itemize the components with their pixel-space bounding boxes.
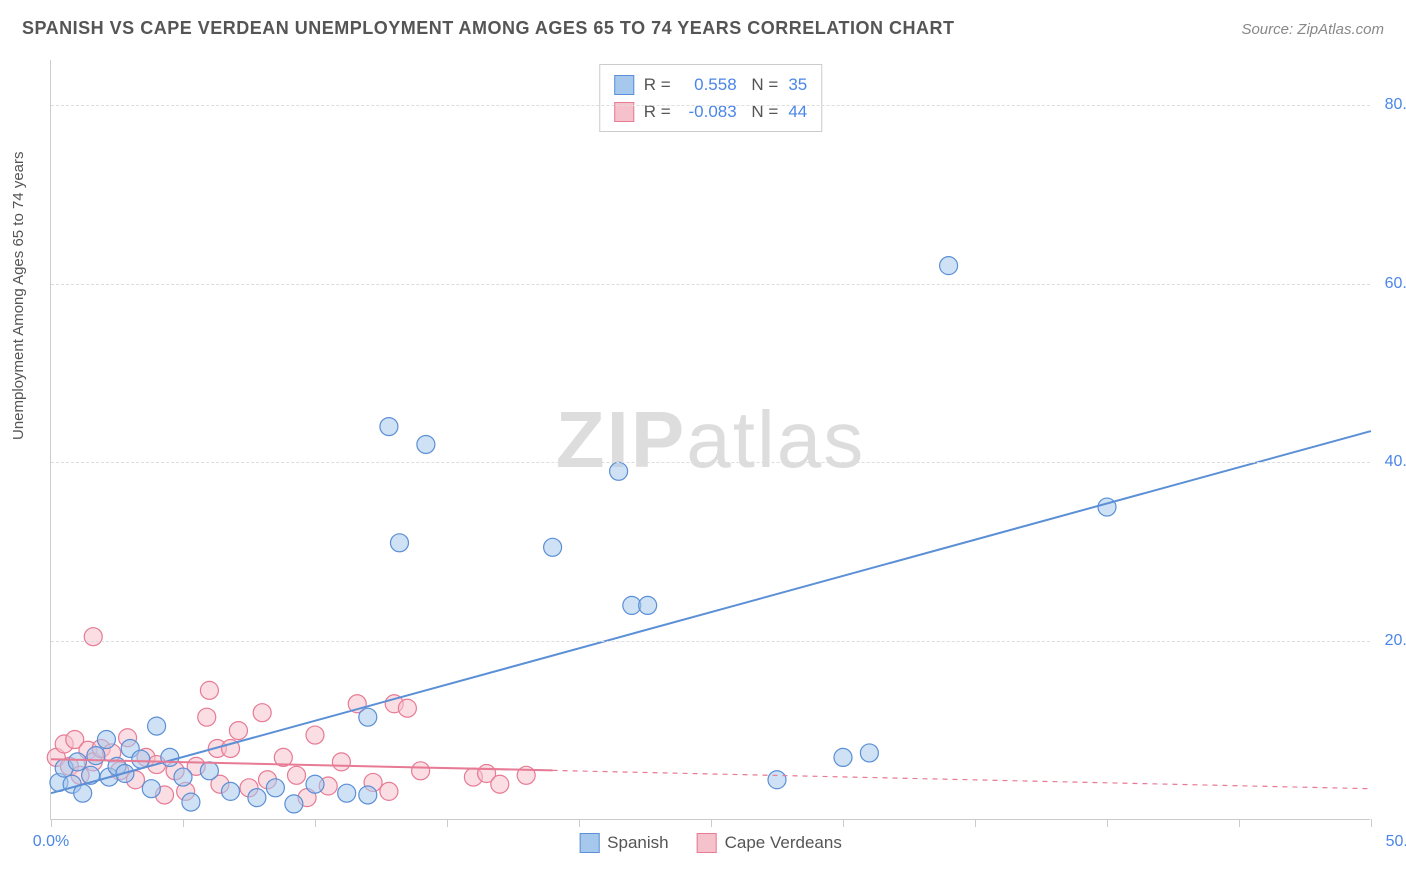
- data-point: [491, 775, 509, 793]
- data-point: [132, 750, 150, 768]
- y-tick-label: 60.0%: [1385, 275, 1406, 293]
- x-tick: [183, 819, 184, 827]
- legend-item-spanish: Spanish: [579, 833, 668, 853]
- y-tick-label: 80.0%: [1385, 96, 1406, 114]
- data-point: [380, 418, 398, 436]
- n-label: N =: [747, 98, 779, 125]
- data-point: [182, 793, 200, 811]
- x-tick: [315, 819, 316, 827]
- r-label: R =: [644, 71, 671, 98]
- chart-svg: [51, 60, 1370, 819]
- data-point: [222, 782, 240, 800]
- y-axis-label: Unemployment Among Ages 65 to 74 years: [10, 151, 27, 440]
- r-value-spanish: 0.558: [681, 71, 737, 98]
- gridline-h: [51, 462, 1370, 463]
- legend-swatch-cape-icon: [697, 833, 717, 853]
- gridline-h: [51, 284, 1370, 285]
- data-point: [198, 708, 216, 726]
- x-tick: [1371, 819, 1372, 827]
- legend-label-spanish: Spanish: [607, 833, 668, 853]
- data-point: [338, 784, 356, 802]
- gridline-h: [51, 641, 1370, 642]
- correlation-row-2: R = -0.083 N = 44: [614, 98, 808, 125]
- n-label: N =: [747, 71, 779, 98]
- data-point: [253, 704, 271, 722]
- data-point: [768, 771, 786, 789]
- data-point: [68, 753, 86, 771]
- chart-title: SPANISH VS CAPE VERDEAN UNEMPLOYMENT AMO…: [22, 18, 954, 39]
- trend-line: [51, 431, 1371, 793]
- data-point: [174, 768, 192, 786]
- legend-label-cape: Cape Verdeans: [725, 833, 842, 853]
- x-tick-label: 50.0%: [1386, 833, 1406, 851]
- data-point: [544, 538, 562, 556]
- chart-header: SPANISH VS CAPE VERDEAN UNEMPLOYMENT AMO…: [22, 18, 1384, 39]
- data-point: [412, 762, 430, 780]
- correlation-legend: R = 0.558 N = 35 R = -0.083 N = 44: [599, 64, 823, 132]
- data-point: [610, 462, 628, 480]
- data-point: [200, 681, 218, 699]
- data-point: [306, 726, 324, 744]
- data-point: [266, 779, 284, 797]
- plot-area: ZIPatlas R = 0.558 N = 35 R = -0.083 N =…: [50, 60, 1370, 820]
- data-point: [142, 780, 160, 798]
- n-value-spanish: 35: [788, 71, 807, 98]
- y-tick-label: 40.0%: [1385, 453, 1406, 471]
- x-tick: [1239, 819, 1240, 827]
- n-value-cape: 44: [788, 98, 807, 125]
- r-label: R =: [644, 98, 671, 125]
- x-tick: [579, 819, 580, 827]
- data-point: [359, 708, 377, 726]
- x-tick-label: 0.0%: [33, 833, 69, 851]
- y-tick-label: 20.0%: [1385, 632, 1406, 650]
- swatch-spanish-icon: [614, 75, 634, 95]
- data-point: [97, 731, 115, 749]
- data-point: [200, 762, 218, 780]
- x-tick: [843, 819, 844, 827]
- correlation-row-1: R = 0.558 N = 35: [614, 71, 808, 98]
- gridline-h: [51, 105, 1370, 106]
- trend-line-dashed: [553, 770, 1371, 788]
- data-point: [248, 789, 266, 807]
- data-point: [84, 628, 102, 646]
- data-point: [860, 744, 878, 762]
- data-point: [285, 795, 303, 813]
- r-value-cape: -0.083: [681, 98, 737, 125]
- data-point: [834, 748, 852, 766]
- data-point: [306, 775, 324, 793]
- x-tick: [447, 819, 448, 827]
- data-point: [359, 786, 377, 804]
- x-tick: [51, 819, 52, 827]
- data-point: [229, 722, 247, 740]
- data-point: [940, 257, 958, 275]
- legend-item-cape: Cape Verdeans: [697, 833, 842, 853]
- data-point: [161, 748, 179, 766]
- data-point: [332, 753, 350, 771]
- chart-source: Source: ZipAtlas.com: [1241, 21, 1384, 38]
- x-tick: [975, 819, 976, 827]
- legend-swatch-spanish-icon: [579, 833, 599, 853]
- data-point: [87, 747, 105, 765]
- x-tick: [711, 819, 712, 827]
- data-point: [148, 717, 166, 735]
- data-point: [288, 766, 306, 784]
- data-point: [398, 699, 416, 717]
- x-tick: [1107, 819, 1108, 827]
- data-point: [639, 596, 657, 614]
- data-point: [390, 534, 408, 552]
- data-point: [417, 435, 435, 453]
- data-point: [380, 782, 398, 800]
- series-legend: Spanish Cape Verdeans: [579, 833, 842, 853]
